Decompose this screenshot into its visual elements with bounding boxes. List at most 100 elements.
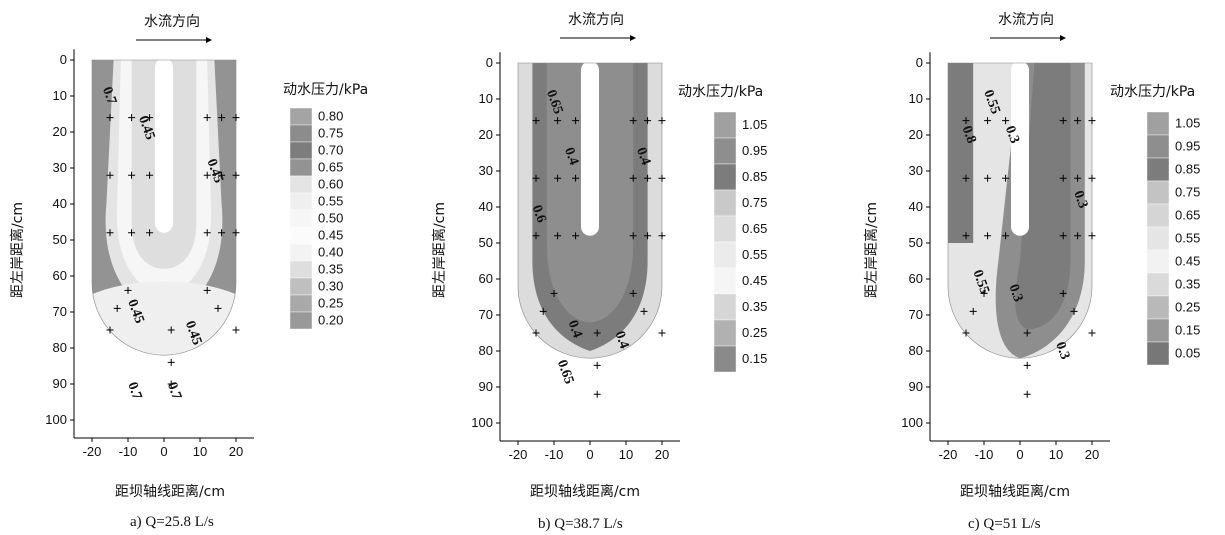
measure-point (1088, 117, 1096, 125)
contour-label: 0.7 (164, 380, 184, 402)
x-tick-label: -10 (119, 444, 138, 459)
measure-point (106, 171, 114, 179)
y-tick-label: 30 (53, 160, 67, 175)
measure-point (167, 380, 175, 388)
measure-point (962, 117, 970, 125)
x-axis-label: 距坝轴线距离/cm (115, 483, 225, 500)
flow-arrow-head (1060, 35, 1066, 41)
y-tick-label: 60 (53, 268, 67, 283)
measure-point (203, 114, 211, 122)
legend-swatch (1146, 180, 1170, 205)
legend-swatch (289, 209, 313, 228)
contour-band (948, 63, 974, 243)
y-tick-label: 10 (53, 88, 67, 103)
legend-label: 0.55 (1175, 231, 1200, 246)
measure-point (1074, 117, 1082, 125)
measure-point (232, 326, 240, 334)
measure-point (554, 117, 562, 125)
y-tick-label: 0 (60, 52, 67, 67)
legend-swatch (289, 124, 313, 143)
y-tick-label: 30 (909, 163, 923, 178)
legend-label: 0.95 (742, 143, 767, 158)
contour-band (1015, 63, 1071, 330)
legend-swatch (713, 293, 737, 321)
legend-swatch (289, 141, 313, 160)
measure-point (1002, 174, 1010, 182)
legend-label: 0.25 (742, 325, 767, 340)
measure-point (640, 307, 648, 315)
measure-point (658, 232, 666, 240)
measure-point (593, 329, 601, 337)
legend-swatch (289, 192, 313, 211)
y-tick-label: 40 (479, 199, 493, 214)
measure-point (980, 289, 988, 297)
measure-point (106, 326, 114, 334)
measure-point (128, 114, 136, 122)
gate-slot (155, 58, 173, 233)
y-tick-label: 60 (479, 271, 493, 286)
measure-point (232, 171, 240, 179)
legend-label: 1.05 (742, 117, 767, 132)
x-tick-label: 20 (655, 447, 669, 462)
measure-point (1088, 174, 1096, 182)
x-tick-label: 10 (619, 447, 633, 462)
measure-point (1023, 329, 1031, 337)
legend-title: 动水压力/kPa (678, 84, 763, 100)
measure-point (629, 174, 637, 182)
measure-point (658, 117, 666, 125)
measure-point (214, 304, 222, 312)
contour-label: 0.4 (565, 318, 585, 340)
measure-point (593, 390, 601, 398)
measure-point (1074, 174, 1082, 182)
measure-point (203, 229, 211, 237)
legend-swatch (713, 345, 737, 373)
legend-label: 0.95 (1175, 139, 1200, 154)
legend-swatch (1146, 203, 1170, 228)
flow-direction-label: 水流方向 (998, 12, 1054, 28)
y-tick-label: 40 (53, 196, 67, 211)
measure-point (554, 232, 562, 240)
chart-panel-3: 0 10 20 30 40 50 60 70 80 90 100 -20 -10 0 10 20 距坝轴线距离/… (863, 12, 1200, 532)
measure-point (1023, 390, 1031, 398)
measure-point (593, 361, 601, 369)
legend-swatch (1146, 226, 1170, 251)
flow-arrow-head (206, 37, 212, 43)
contour-label: 0.4 (611, 329, 631, 351)
legend-swatch (713, 111, 737, 139)
measure-point (644, 174, 652, 182)
y-tick-label: 70 (53, 304, 67, 319)
chart-caption: c) Q=51 L/s (968, 516, 1041, 532)
contour-label: 0.7 (124, 380, 144, 402)
measure-point (658, 329, 666, 337)
contour-label: 0.3 (1052, 340, 1072, 362)
y-tick-label: 80 (909, 343, 923, 358)
legend-swatch (289, 277, 313, 296)
measure-point (572, 174, 580, 182)
legend-swatch (713, 267, 737, 295)
legend-label: 0.25 (318, 296, 343, 311)
y-tick-label: 80 (53, 340, 67, 355)
contour-label: 0.65 (554, 358, 576, 386)
measure-point (962, 329, 970, 337)
gate-slot (1011, 61, 1029, 236)
legend-label: 0.85 (742, 169, 767, 184)
legend-swatch (1146, 295, 1170, 320)
legend-label: 0.55 (742, 247, 767, 262)
x-tick-label: 20 (229, 444, 243, 459)
legend-swatch (713, 189, 737, 217)
measure-point (203, 286, 211, 294)
chart-panel-1: 0 10 20 30 40 50 60 70 80 90 100 -20 -10 0 10 20 距坝轴线距离/… (9, 14, 368, 530)
legend-swatch (289, 243, 313, 262)
measure-point (1088, 232, 1096, 240)
legend-swatch (289, 260, 313, 279)
legend-swatch (1146, 341, 1170, 366)
measure-point (629, 289, 637, 297)
legend-swatch (1146, 134, 1170, 159)
measure-point (984, 174, 992, 182)
y-tick-label: 0 (486, 55, 493, 70)
measure-point (984, 117, 992, 125)
legend-label: 0.40 (318, 245, 343, 260)
legend-label: 0.35 (742, 299, 767, 314)
y-tick-label: 0 (916, 55, 923, 70)
